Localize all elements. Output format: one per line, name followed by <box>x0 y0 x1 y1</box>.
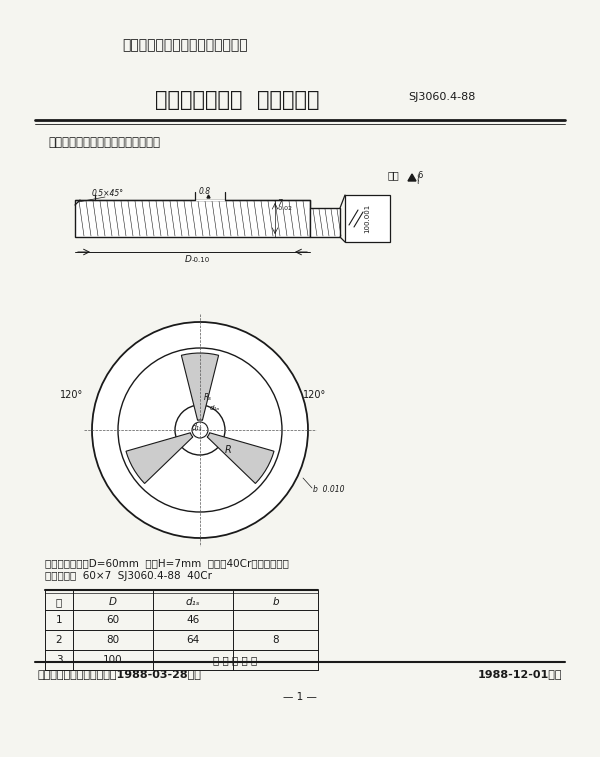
Text: 8: 8 <box>272 635 279 645</box>
Text: — 1 —: — 1 — <box>283 692 317 702</box>
Text: 冲裁模通用模架  凸模固定板: 冲裁模通用模架 凸模固定板 <box>155 90 320 110</box>
Polygon shape <box>181 353 218 420</box>
Circle shape <box>192 422 208 438</box>
Text: 2: 2 <box>56 635 62 645</box>
Text: 120°: 120° <box>60 390 83 400</box>
Text: d₁ₛ: d₁ₛ <box>192 422 203 431</box>
Bar <box>310 208 340 237</box>
Text: 100.001: 100.001 <box>364 204 370 232</box>
Text: 0.5×45°: 0.5×45° <box>92 189 124 198</box>
Text: -0.02: -0.02 <box>277 205 293 210</box>
Text: 1988-12-01实施: 1988-12-01实施 <box>478 669 562 679</box>
Text: 中华人民共和国电子工业部1988-03-28批准: 中华人民共和国电子工业部1988-03-28批准 <box>38 669 202 679</box>
Text: Rₛ: Rₛ <box>204 394 212 403</box>
Text: 号: 号 <box>56 597 62 607</box>
Text: b  0.010: b 0.010 <box>313 485 344 494</box>
Text: D: D <box>185 256 192 264</box>
Text: d₁ₐ: d₁ₐ <box>210 405 220 411</box>
Text: 7: 7 <box>277 198 282 207</box>
Text: 6: 6 <box>417 172 422 180</box>
Text: 120°: 120° <box>303 390 326 400</box>
Text: 60: 60 <box>106 615 119 625</box>
Circle shape <box>175 405 225 455</box>
Text: d₁ₛ: d₁ₛ <box>185 597 200 607</box>
Text: 标记示例：直径D=60mm  厚度H=7mm  材料为40Cr的凸模固定板: 标记示例：直径D=60mm 厚度H=7mm 材料为40Cr的凸模固定板 <box>45 558 289 568</box>
Text: SJ3060.4-88: SJ3060.4-88 <box>408 92 475 102</box>
Text: D: D <box>109 597 117 607</box>
Bar <box>345 195 390 242</box>
Text: R: R <box>225 445 232 455</box>
Text: 本标准规定了凸模固定板的详细要求: 本标准规定了凸模固定板的详细要求 <box>48 136 160 148</box>
Text: 100: 100 <box>103 655 123 665</box>
Text: 1: 1 <box>56 615 62 625</box>
Text: -0.10: -0.10 <box>192 257 210 263</box>
Text: 凸模固定板  60×7  SJ3060.4-88  40Cr: 凸模固定板 60×7 SJ3060.4-88 40Cr <box>45 571 212 581</box>
Text: 0.8: 0.8 <box>199 188 211 197</box>
Circle shape <box>92 322 308 538</box>
Text: 真金: 真金 <box>388 170 400 180</box>
Polygon shape <box>126 433 193 484</box>
Polygon shape <box>207 433 274 484</box>
Text: /: / <box>416 175 422 185</box>
Text: 3: 3 <box>56 655 62 665</box>
Bar <box>75 200 310 237</box>
Text: 46: 46 <box>187 615 200 625</box>
Polygon shape <box>207 195 210 198</box>
Text: 按 需 要 设 计: 按 需 要 设 计 <box>214 655 257 665</box>
Text: 64: 64 <box>187 635 200 645</box>
Text: 中华人民共和国电子工业部部标准: 中华人民共和国电子工业部部标准 <box>122 38 248 52</box>
Polygon shape <box>408 174 416 181</box>
Text: b: b <box>272 597 279 607</box>
Text: 80: 80 <box>106 635 119 645</box>
Circle shape <box>118 348 282 512</box>
